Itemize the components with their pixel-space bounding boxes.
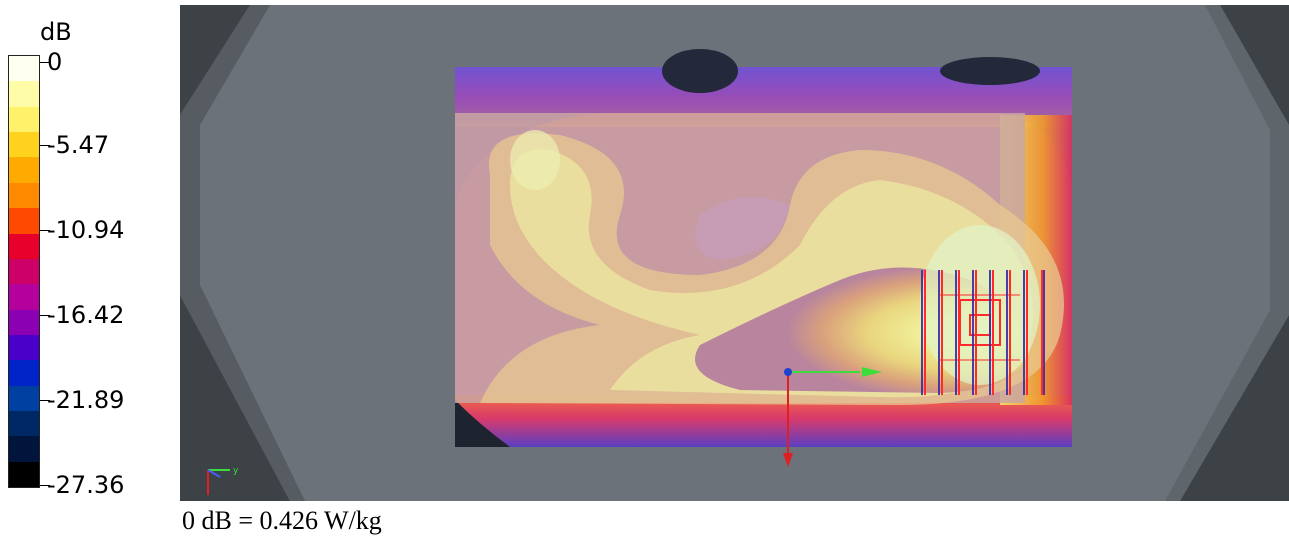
legend-label: -27.36 — [47, 471, 125, 499]
legend-tick — [40, 62, 50, 63]
legend-color-bar — [8, 55, 40, 488]
legend-band — [9, 106, 39, 133]
legend-tick — [40, 485, 50, 486]
sar-map-view: y — [180, 5, 1289, 501]
legend-label: -5.47 — [47, 131, 110, 159]
legend-label: -16.42 — [47, 301, 125, 329]
legend-band — [9, 284, 39, 310]
reference-caption: 0 dB = 0.426 W/kg — [182, 506, 382, 535]
legend-band — [9, 81, 39, 107]
sar-contours — [455, 113, 1064, 405]
legend-band — [9, 436, 39, 462]
legend-band — [9, 385, 39, 412]
legend-band — [9, 56, 39, 82]
legend-band — [9, 208, 39, 234]
legend-tick — [40, 145, 50, 146]
legend-label: -21.89 — [47, 386, 125, 414]
legend-label: -10.94 — [47, 216, 125, 244]
svg-text:y: y — [233, 466, 239, 476]
legend-tick — [40, 315, 50, 316]
legend-band — [9, 334, 39, 361]
legend-band — [9, 233, 39, 259]
legend-band — [9, 411, 39, 437]
legend-tick — [40, 400, 50, 401]
reference-axes — [783, 367, 882, 467]
color-scale-legend: dB 0 -5.47 -10.94 -16.42 -21.89 -27.36 — [0, 0, 175, 505]
legend-band — [9, 258, 39, 285]
legend-band — [9, 360, 39, 386]
legend-band — [9, 309, 39, 335]
legend-band — [9, 182, 39, 209]
axis-triad-icon: y — [207, 466, 239, 495]
legend-band — [9, 157, 39, 183]
legend-band — [9, 132, 39, 158]
legend-label: 0 — [47, 48, 63, 76]
legend-tick — [40, 230, 50, 231]
legend-unit: dB — [40, 18, 72, 46]
legend-band — [9, 461, 39, 488]
